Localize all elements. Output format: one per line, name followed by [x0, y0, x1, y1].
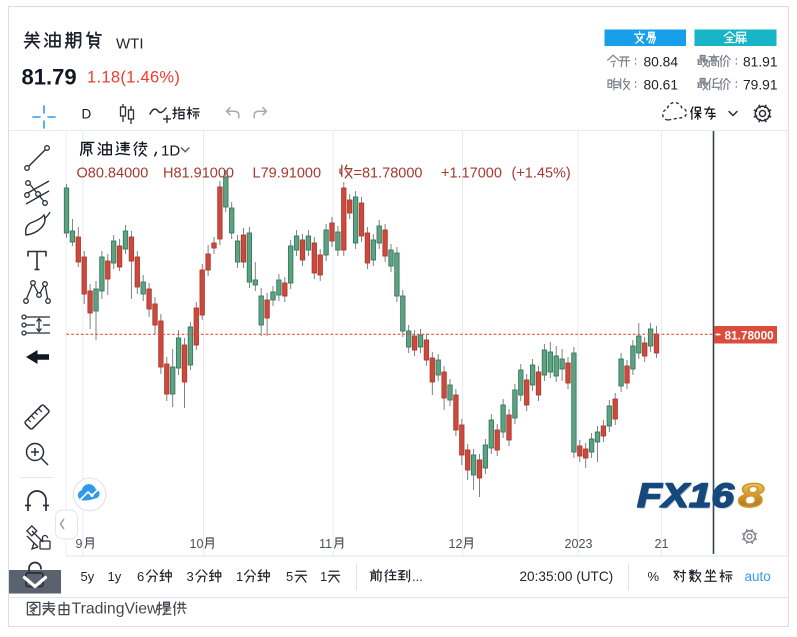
- svg-text:%: %: [648, 569, 660, 584]
- svg-text:81.79: 81.79: [22, 65, 77, 90]
- svg-text:O80.84000: O80.84000: [77, 166, 149, 182]
- svg-text:H81.91000: H81.91000: [163, 166, 234, 182]
- svg-text:...: ...: [412, 569, 423, 584]
- svg-text:WTI: WTI: [116, 36, 144, 53]
- svg-text:8: 8: [738, 477, 764, 515]
- svg-text:1y: 1y: [108, 569, 122, 584]
- svg-text:TradingView: TradingView: [72, 601, 160, 618]
- svg-text:1.18(1.46%): 1.18(1.46%): [87, 69, 180, 87]
- svg-text:auto: auto: [745, 569, 771, 584]
- svg-text:1: 1: [236, 569, 243, 584]
- svg-text:81.78000: 81.78000: [725, 329, 775, 343]
- svg-text:10: 10: [190, 537, 204, 551]
- svg-text:FX16: FX16: [637, 477, 735, 515]
- svg-text:L79.91000: L79.91000: [253, 166, 322, 182]
- svg-text:11: 11: [319, 537, 332, 551]
- svg-text:5y: 5y: [81, 569, 95, 584]
- svg-text:1D: 1D: [161, 143, 180, 160]
- svg-text:9: 9: [76, 537, 83, 551]
- svg-text:D: D: [82, 107, 92, 122]
- svg-text:+1.17000: +1.17000: [441, 166, 502, 182]
- svg-text:20:35:00 (UTC): 20:35:00 (UTC): [520, 569, 614, 584]
- svg-text:FX16: FX16: [639, 479, 737, 517]
- svg-text:1: 1: [320, 569, 327, 584]
- svg-text:=81.78000: =81.78000: [354, 166, 423, 182]
- svg-text:3: 3: [187, 569, 194, 584]
- svg-text:79.91: 79.91: [743, 78, 778, 93]
- svg-text:21: 21: [655, 537, 669, 551]
- svg-text:5: 5: [286, 569, 293, 584]
- svg-text:6: 6: [137, 569, 144, 584]
- svg-text:12: 12: [449, 537, 463, 551]
- svg-text:80.84: 80.84: [644, 55, 679, 70]
- svg-text:80.61: 80.61: [644, 78, 679, 93]
- svg-text:2023: 2023: [565, 537, 593, 551]
- svg-text:(+1.45%): (+1.45%): [512, 166, 571, 182]
- svg-text:81.91: 81.91: [743, 55, 778, 70]
